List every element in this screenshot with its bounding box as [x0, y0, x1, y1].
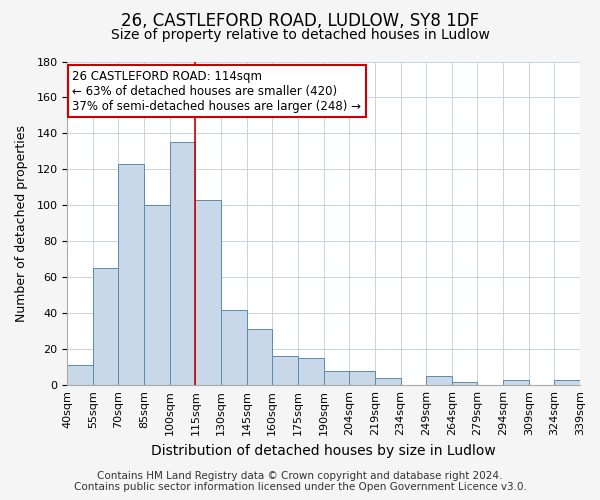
Bar [452, 382, 478, 385]
Y-axis label: Number of detached properties: Number of detached properties [15, 125, 28, 322]
Bar [118, 164, 144, 385]
Bar [247, 330, 272, 385]
X-axis label: Distribution of detached houses by size in Ludlow: Distribution of detached houses by size … [151, 444, 496, 458]
Bar [426, 376, 452, 385]
Bar [272, 356, 298, 385]
Bar [298, 358, 323, 385]
Text: Contains HM Land Registry data © Crown copyright and database right 2024.
Contai: Contains HM Land Registry data © Crown c… [74, 471, 526, 492]
Bar [93, 268, 118, 385]
Text: Size of property relative to detached houses in Ludlow: Size of property relative to detached ho… [110, 28, 490, 42]
Bar [375, 378, 401, 385]
Bar [349, 371, 375, 385]
Text: 26 CASTLEFORD ROAD: 114sqm
← 63% of detached houses are smaller (420)
37% of sem: 26 CASTLEFORD ROAD: 114sqm ← 63% of deta… [73, 70, 361, 112]
Bar [67, 366, 93, 385]
Bar [196, 200, 221, 385]
Bar [221, 310, 247, 385]
Bar [554, 380, 580, 385]
Bar [144, 206, 170, 385]
Bar [503, 380, 529, 385]
Text: 26, CASTLEFORD ROAD, LUDLOW, SY8 1DF: 26, CASTLEFORD ROAD, LUDLOW, SY8 1DF [121, 12, 479, 30]
Bar [170, 142, 196, 385]
Bar [323, 371, 349, 385]
